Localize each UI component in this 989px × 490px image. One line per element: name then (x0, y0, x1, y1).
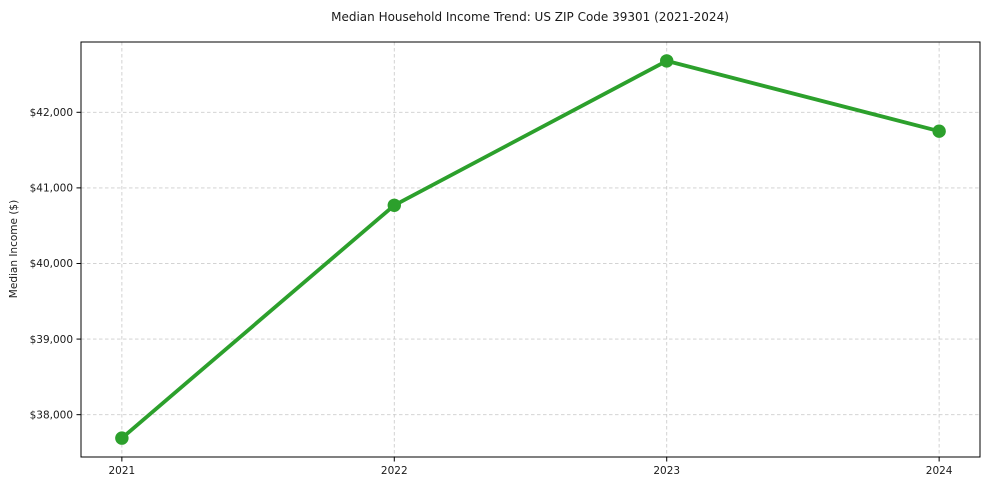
y-tick-label: $39,000 (30, 334, 73, 346)
y-tick-label: $41,000 (30, 183, 73, 195)
x-tick-label: 2024 (926, 465, 953, 477)
x-tick-label: 2023 (653, 465, 680, 477)
data-point-2023 (660, 54, 674, 68)
x-tick-label: 2021 (108, 465, 135, 477)
chart-title: Median Household Income Trend: US ZIP Co… (331, 10, 729, 24)
grid-layer (81, 42, 980, 457)
y-tick-label: $42,000 (30, 107, 73, 119)
y-axis-label: Median Income ($) (8, 200, 20, 298)
x-tick-label: 2022 (381, 465, 408, 477)
trend-line (119, 58, 942, 441)
data-point-2024 (932, 124, 946, 138)
tick-label-layer: $38,000 $39,000 $40,000 $41,000 $42,000 2021 2… (30, 107, 953, 477)
y-tick-label: $40,000 (30, 258, 73, 270)
data-point-2022 (387, 198, 401, 212)
plot-border (80, 41, 981, 458)
axis-layer (76, 41, 981, 462)
y-tick-label: $38,000 (30, 409, 73, 421)
data-point-2021 (115, 431, 129, 445)
series-layer (115, 54, 946, 445)
